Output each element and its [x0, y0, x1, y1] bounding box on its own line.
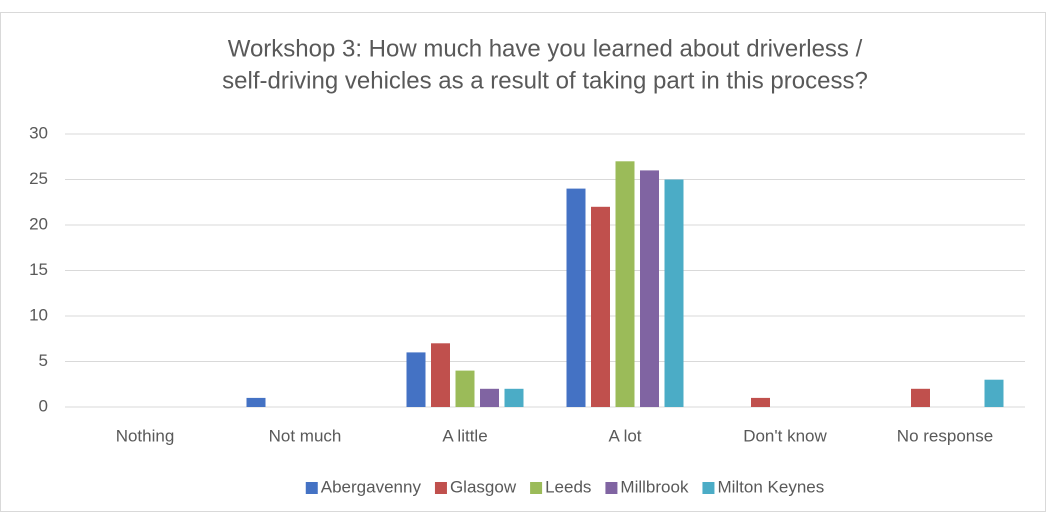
bar [984, 379, 1004, 407]
bar [431, 343, 450, 407]
bar [640, 170, 659, 407]
legend-label: Glasgow [450, 477, 517, 496]
y-tick-label: 10 [29, 305, 48, 324]
x-tick-label: A little [442, 426, 487, 445]
legend-swatch [434, 482, 447, 494]
bar [455, 370, 475, 407]
x-tick-label: No response [897, 426, 993, 445]
x-tick-label: Nothing [116, 426, 175, 445]
bar [480, 388, 499, 407]
y-tick-label: 15 [29, 260, 48, 279]
x-tick-label: Don't know [743, 426, 827, 445]
bar [664, 179, 684, 407]
y-tick-label: 25 [29, 169, 48, 188]
legend-swatch [605, 482, 618, 494]
legend-label: Milton Keynes [717, 477, 824, 496]
legend-label: Millbrook [620, 477, 689, 496]
bar [911, 388, 930, 407]
y-tick-label: 5 [39, 351, 48, 370]
chart-title: self-driving vehicles as a result of tak… [222, 67, 868, 94]
legend-swatch [305, 482, 318, 494]
bar [615, 161, 635, 407]
x-tick-label: Not much [269, 426, 342, 445]
bar [406, 352, 426, 407]
legend-label: Leeds [545, 477, 591, 496]
legend-swatch [702, 482, 715, 494]
bar [751, 397, 770, 407]
chart-border [0, 12, 1046, 512]
legend-swatch [530, 482, 543, 494]
y-tick-label: 20 [29, 214, 48, 233]
chart-title: Workshop 3: How much have you learned ab… [228, 35, 863, 62]
y-tick-label: 0 [39, 396, 48, 415]
y-tick-label: 30 [29, 123, 48, 142]
bar [246, 397, 266, 407]
x-tick-label: A lot [608, 426, 641, 445]
bar [504, 388, 524, 407]
bar [566, 188, 586, 407]
bar [591, 206, 610, 407]
legend-label: Abergavenny [321, 477, 422, 496]
